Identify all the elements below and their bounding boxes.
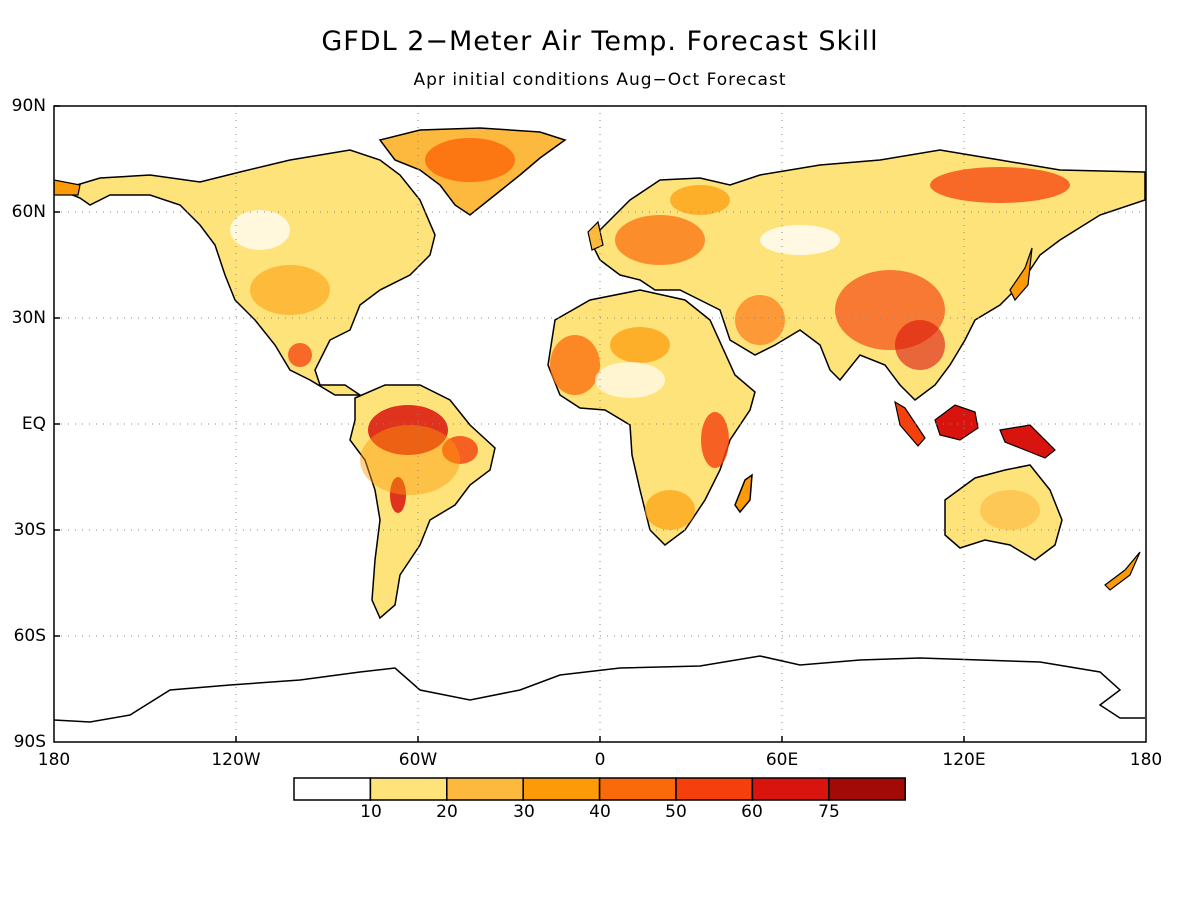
land-new-guinea xyxy=(999,424,1056,459)
land-africa xyxy=(547,289,756,546)
colorbar-box-7 xyxy=(828,777,906,801)
gridlines xyxy=(54,106,1146,742)
lat-label-90n: 90N xyxy=(11,96,46,116)
lon-label-120w: 120W xyxy=(211,750,261,770)
land-kamchatka-east xyxy=(54,179,81,196)
lat-label-eq: EQ xyxy=(21,414,46,434)
land-new-zealand xyxy=(1104,551,1141,591)
land-north-america xyxy=(57,149,436,396)
lat-label-90s: 90S xyxy=(13,732,46,752)
map-title: GFDL 2−Meter Air Temp. Forecast Skill xyxy=(321,26,879,57)
lon-label-60w: 60W xyxy=(398,750,438,770)
land-borneo xyxy=(934,404,979,441)
colorbar-label-30: 30 xyxy=(513,802,535,822)
lon-label-0: 0 xyxy=(594,750,606,770)
colorbar xyxy=(293,777,906,801)
lon-label-180w: 180 xyxy=(37,750,71,770)
skill-patches xyxy=(230,138,1070,530)
colorbar-box-5 xyxy=(675,777,754,801)
colorbar-label-50: 50 xyxy=(665,802,687,822)
colorbar-box-0 xyxy=(293,777,372,801)
colorbar-label-60: 60 xyxy=(741,802,763,822)
colorbar-label-10: 10 xyxy=(360,802,382,822)
lon-label-180e: 180 xyxy=(1129,750,1163,770)
lon-label-120e: 120E xyxy=(942,750,986,770)
colorbar-label-75: 75 xyxy=(818,802,840,822)
colorbar-box-2 xyxy=(446,777,524,801)
colorbar-label-40: 40 xyxy=(589,802,611,822)
colorbar-box-3 xyxy=(522,777,601,801)
colorbar-box-6 xyxy=(751,777,830,801)
colorbar-box-1 xyxy=(369,777,448,801)
land-madagascar xyxy=(734,473,753,514)
map-subtitle: Apr initial conditions Aug−Oct Forecast xyxy=(413,70,787,90)
colorbar-box-4 xyxy=(598,777,677,801)
lat-label-60n: 60N xyxy=(11,202,46,222)
land-sumatra xyxy=(894,400,926,447)
lat-label-30n: 30N xyxy=(11,308,46,328)
land-layer xyxy=(54,127,1146,723)
land-uk xyxy=(587,220,604,251)
land-japan xyxy=(1009,247,1033,302)
lon-label-60e: 60E xyxy=(765,750,799,770)
colorbar-label-20: 20 xyxy=(436,802,458,822)
land-antarctica xyxy=(54,655,1145,723)
lat-label-30s: 30S xyxy=(13,520,46,540)
lat-label-60s: 60S xyxy=(13,626,46,646)
axis-ticks xyxy=(54,105,965,742)
